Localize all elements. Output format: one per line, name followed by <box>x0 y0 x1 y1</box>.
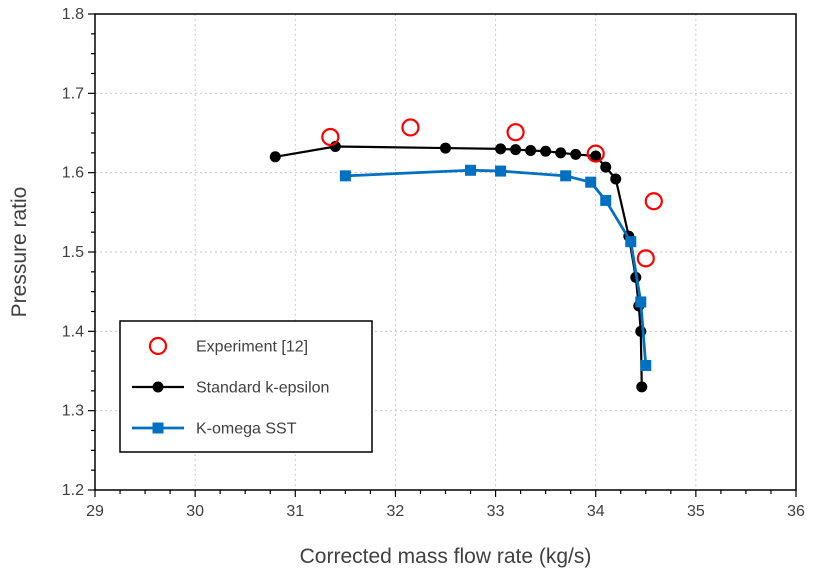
marker-filled-square <box>495 165 507 177</box>
marker-filled-circle <box>269 151 281 163</box>
marker-open-circle <box>586 144 605 163</box>
marker-filled-square <box>585 176 597 188</box>
marker-filled-square <box>640 359 652 371</box>
marker-filled-circle <box>525 144 537 156</box>
marker-filled-circle <box>555 147 567 159</box>
marker-open-circle <box>148 336 168 356</box>
marker-open-circle <box>506 123 525 142</box>
marker-filled-circle <box>600 161 612 173</box>
y-tick-label: 1.2 <box>62 482 84 499</box>
x-tick-label: 32 <box>387 503 405 520</box>
marker-filled-circle <box>590 150 602 162</box>
legend-item-standard-k-epsilon: Standard k-epsilon <box>132 380 329 397</box>
x-tick-label: 31 <box>286 503 304 520</box>
marker-filled-square <box>625 236 637 248</box>
y-tick-labels: 1.2 1.3 1.4 1.5 1.6 1.7 1.8 <box>62 6 84 499</box>
axis-ticks <box>88 13 797 497</box>
marker-open-circle <box>644 192 663 211</box>
x-tick-label: 29 <box>86 503 104 520</box>
x-tick-label: 34 <box>587 503 605 520</box>
marker-filled-square <box>152 422 164 434</box>
marker-filled-square <box>339 170 351 182</box>
marker-filled-circle <box>440 142 451 154</box>
y-tick-label: 1.7 <box>62 85 84 102</box>
marker-filled-square <box>560 170 572 182</box>
marker-filled-circle <box>636 381 648 393</box>
marker-filled-circle <box>540 145 552 157</box>
marker-filled-square <box>635 296 647 308</box>
marker-filled-circle <box>510 144 522 156</box>
marker-filled-circle <box>570 148 582 160</box>
marker-open-circle <box>401 118 420 137</box>
marker-filled-circle <box>152 381 164 393</box>
marker-filled-circle <box>610 173 622 185</box>
y-tick-label: 1.6 <box>62 165 84 182</box>
x-tick-label: 30 <box>186 503 204 520</box>
legend: Experiment [12] Standard k-epsilon K-omega… <box>119 320 373 453</box>
x-tick-label: 36 <box>787 503 805 520</box>
legend-label: Experiment [12] <box>196 339 308 356</box>
marker-open-circle <box>321 127 340 147</box>
y-tick-label: 1.3 <box>62 403 84 420</box>
x-tick-label: 35 <box>687 503 705 520</box>
x-tick-label: 33 <box>487 503 505 520</box>
legend-item-k-omega-sst: K-omega SST <box>132 421 297 438</box>
y-tick-label: 1.8 <box>62 6 84 23</box>
x-tick-labels: 29 30 31 32 33 34 35 36 <box>86 503 805 520</box>
legend-label: K-omega SST <box>196 421 297 438</box>
y-tick-label: 1.5 <box>62 244 84 261</box>
marker-filled-circle <box>495 143 507 155</box>
y-axis-title: Pressure ratio <box>8 186 31 318</box>
marker-open-circle <box>636 249 655 268</box>
series-experiment-12 <box>321 118 663 268</box>
legend-label: Standard k-epsilon <box>196 380 329 397</box>
series-k-omega-sst <box>339 164 652 371</box>
plot-area: 29 30 31 32 33 34 35 36 1.2 1.3 1.4 1.5 1.6 1.7 1.8 Exp… <box>62 6 805 520</box>
marker-filled-square <box>600 194 612 206</box>
legend-item-experiment-12: Experiment [12] <box>148 336 308 356</box>
marker-filled-square <box>465 164 477 176</box>
x-axis-title: Corrected mass flow rate (kg/s) <box>299 545 592 568</box>
y-tick-label: 1.4 <box>62 323 84 340</box>
